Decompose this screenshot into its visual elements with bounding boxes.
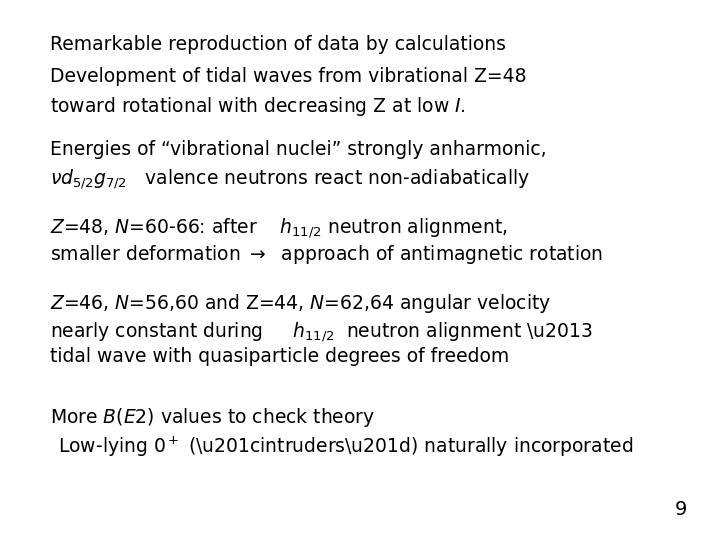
- Text: Development of tidal waves from vibrational Z=48: Development of tidal waves from vibratio…: [50, 68, 527, 86]
- Text: Low-lying 0$^+$ (\u201cintruders\u201d) naturally incorporated: Low-lying 0$^+$ (\u201cintruders\u201d) …: [58, 435, 633, 459]
- Text: nearly constant during     $h_{11/2}$  neutron alignment \u2013: nearly constant during $h_{11/2}$ neutro…: [50, 320, 593, 343]
- Text: $\nu d_{5/2}g_{7/2}$   valence neutrons react non-adiabatically: $\nu d_{5/2}g_{7/2}$ valence neutrons re…: [50, 167, 531, 191]
- Text: Energies of “vibrational nuclei” strongly anharmonic,: Energies of “vibrational nuclei” strongl…: [50, 140, 547, 159]
- Text: tidal wave with quasiparticle degrees of freedom: tidal wave with quasiparticle degrees of…: [50, 347, 510, 366]
- Text: Remarkable reproduction of data by calculations: Remarkable reproduction of data by calcu…: [50, 35, 506, 54]
- Text: 9: 9: [675, 501, 688, 519]
- Text: $\mathit{Z}$=48, $\mathit{N}$=60-66: after    $h_{11/2}$ neutron alignment,: $\mathit{Z}$=48, $\mathit{N}$=60-66: aft…: [50, 216, 508, 240]
- Text: $\mathit{Z}$=46, $\mathit{N}$=56,60 and Z=44, $\mathit{N}$=62,64 angular velocit: $\mathit{Z}$=46, $\mathit{N}$=56,60 and …: [50, 292, 552, 315]
- Text: smaller deformation $\rightarrow$  approach of antimagnetic rotation: smaller deformation $\rightarrow$ approa…: [50, 243, 603, 266]
- Text: More $\mathit{B(E2)}$ values to check theory: More $\mathit{B(E2)}$ values to check th…: [50, 406, 376, 429]
- Text: toward rotational with decreasing Z at low $\mathit{I}$.: toward rotational with decreasing Z at l…: [50, 94, 466, 118]
